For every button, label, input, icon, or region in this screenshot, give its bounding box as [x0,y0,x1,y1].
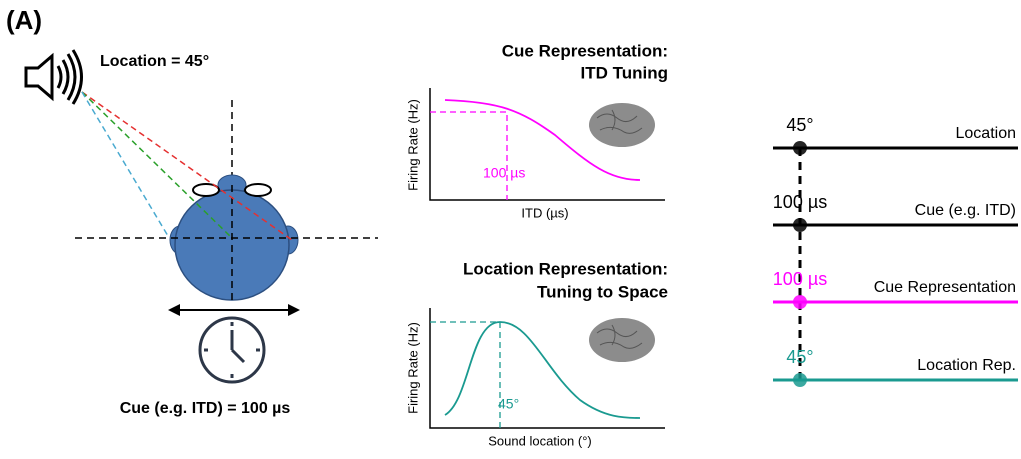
marker-label: 45° [498,396,519,412]
y-axis-label: Firing Rate (Hz) [405,322,420,414]
panel-title: Cue Representation: [502,41,668,60]
level-dot [793,141,807,155]
x-axis-label: Sound location (°) [488,433,591,448]
brain-icon [589,103,655,147]
level-name: Location Rep. [917,357,1016,374]
marker-line [430,112,507,200]
cue-label: Cue (e.g. ITD) = 100 µs [120,400,291,417]
panel-title: Tuning to Space [537,282,668,301]
level-name: Location [956,125,1017,142]
clock-icon [200,318,264,382]
x-axis-label: ITD (µs) [521,205,568,220]
panel-title: Location Representation: [463,259,668,278]
speaker-icon [26,50,82,104]
brain-icon [589,318,655,362]
level-value: 45° [786,347,813,367]
level-name: Cue Representation [874,279,1016,296]
y-axis-label: Firing Rate (Hz) [405,99,420,191]
sound-path [82,92,232,238]
level-name: Cue (e.g. ITD) [915,202,1016,219]
level-value: 100 µs [773,192,827,212]
marker-label: 100 µs [483,165,525,181]
level-dot [793,373,807,387]
level-dot [793,218,807,232]
marker-line [430,322,500,428]
panel-label: (A) [6,5,42,35]
panel-title: ITD Tuning [581,63,669,82]
figure: (A) Location = 45° Cue (e.g. ITD) = 100 … [0,0,1021,459]
double-arrow [168,304,300,316]
location-label: Location = 45° [100,53,209,70]
level-value: 100 µs [773,269,827,289]
level-value: 45° [786,115,813,135]
level-dot [793,295,807,309]
